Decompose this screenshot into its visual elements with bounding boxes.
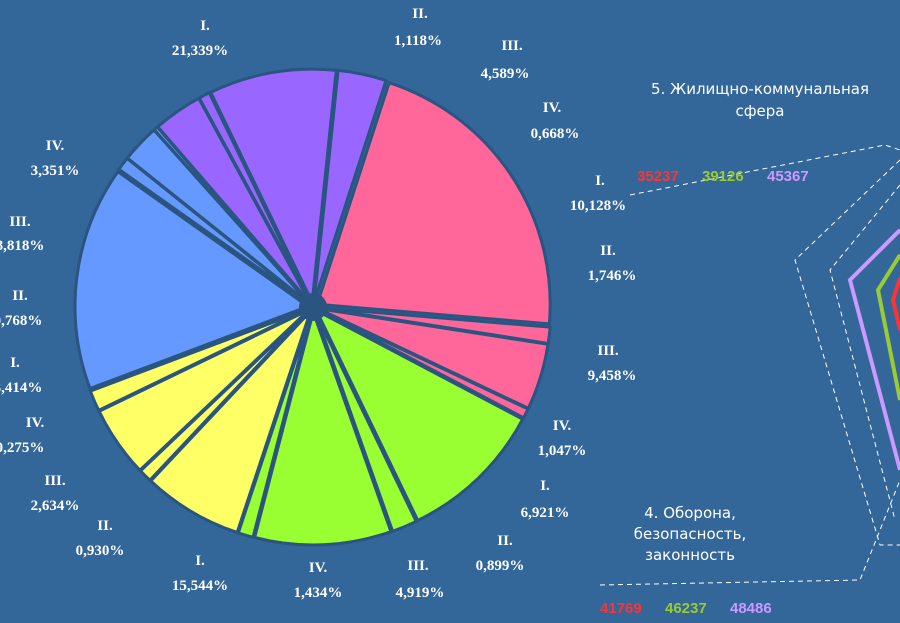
slice-label: 4,589%: [481, 66, 530, 82]
slice-label: 0,930%: [76, 543, 125, 559]
slice-name: IV.: [309, 560, 328, 576]
slice-label: 15,544%: [172, 578, 228, 594]
panel-title: 5. Жилищно-коммунальная: [651, 80, 869, 98]
slice-label: 3,414%: [0, 380, 42, 396]
panel-title: безопасность,: [634, 525, 746, 543]
panel-number: 48486: [730, 600, 772, 617]
panel-number: 45367: [767, 168, 809, 185]
slice-name: II.: [497, 533, 513, 549]
panel-title: сфера: [735, 102, 784, 120]
pie-slice: [315, 80, 552, 326]
slice-name: I.: [200, 18, 210, 34]
slice-label: 3,351%: [31, 163, 80, 179]
pie-slice: [88, 307, 310, 413]
slice-name: IV.: [46, 138, 65, 154]
slice-label: 0,275%: [0, 440, 44, 456]
slice-label: 10,128%: [570, 198, 626, 214]
pie-slice: [313, 307, 525, 523]
pie-slice: [208, 67, 338, 308]
slice-label: 9,458%: [588, 368, 637, 384]
slice-label: 2,634%: [31, 498, 80, 514]
panel-number: 39126: [702, 168, 744, 185]
pie-slice: [73, 169, 312, 391]
slice-name: I.: [540, 478, 550, 494]
slice-name: IV.: [553, 418, 572, 434]
slice-name: I.: [195, 553, 205, 569]
pie-slice: [316, 307, 531, 420]
slice-name: III.: [9, 214, 31, 230]
pie-slice: [312, 68, 388, 303]
slice-name: III.: [597, 343, 619, 359]
panel-number: 35237: [637, 168, 679, 185]
slice-name: II.: [412, 6, 428, 22]
slice-name: I.: [10, 355, 20, 371]
slice-label: 1,434%: [294, 585, 343, 601]
slice-name: II.: [97, 518, 113, 534]
slice-name: III.: [501, 38, 523, 54]
slice-label: 1,047%: [538, 443, 587, 459]
slice-label: 0,668%: [531, 126, 580, 142]
slice-name: IV.: [26, 415, 45, 431]
slice-name: II.: [600, 243, 616, 259]
slice-label: 8,818%: [0, 238, 44, 254]
panel-title: законность: [645, 546, 735, 564]
slice-name: II.: [12, 288, 28, 304]
slice-label: 4,919%: [396, 585, 445, 601]
radar-decoration: [599, 144, 900, 586]
slice-label: 21,339%: [172, 43, 228, 59]
slice-name: I.: [595, 173, 605, 189]
pie-slice: [252, 306, 393, 547]
panel-number: 46237: [665, 600, 707, 617]
slice-label: 0,768%: [0, 313, 42, 329]
panel-number: 41769: [600, 600, 642, 617]
pie-slice: [313, 310, 419, 534]
slice-label: 6,921%: [521, 505, 570, 521]
panel-title: 4. Оборона,: [644, 504, 736, 522]
pie-center: [299, 293, 327, 321]
slice-label: 1,118%: [394, 33, 442, 49]
slice-name: III.: [44, 473, 66, 489]
slice-label: 1,746%: [588, 268, 637, 284]
slice-name: III.: [407, 558, 429, 574]
slice-name: IV.: [543, 100, 562, 116]
slice-label: 0,899%: [476, 558, 525, 574]
